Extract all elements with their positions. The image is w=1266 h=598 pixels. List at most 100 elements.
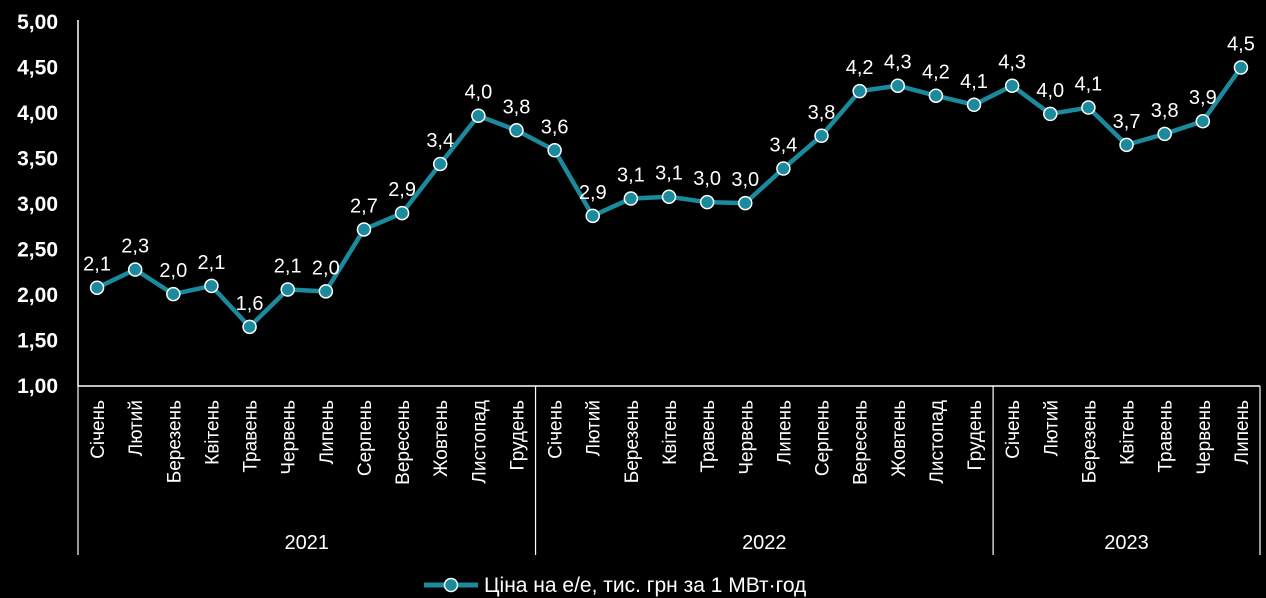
data-label: 2,1 bbox=[198, 252, 226, 274]
data-point-marker bbox=[776, 161, 791, 176]
x-tick-label: Березень bbox=[622, 400, 643, 483]
data-label: 4,2 bbox=[922, 62, 950, 84]
legend-label: Ціна на е/е, тис. грн за 1 МВт·год bbox=[484, 574, 806, 597]
data-label: 3,8 bbox=[1151, 100, 1179, 122]
y-tick-label: 5,00 bbox=[17, 11, 58, 34]
data-point-marker bbox=[585, 208, 600, 224]
data-label: 4,3 bbox=[998, 52, 1026, 74]
x-tick-label: Лютий bbox=[584, 400, 605, 456]
y-axis: 1,00 1,50 2,00 2,50 3,00 3,50 4,00 4,50 5,00 bbox=[17, 11, 79, 398]
data-point-marker bbox=[471, 108, 486, 123]
x-tick-label: Травень bbox=[241, 400, 262, 473]
data-point-marker bbox=[738, 195, 753, 211]
year-group-label: 2023 bbox=[1104, 532, 1149, 554]
data-label: 2,7 bbox=[350, 195, 378, 217]
data-label: 2,3 bbox=[121, 236, 149, 258]
data-label: 4,0 bbox=[1036, 80, 1064, 102]
y-tick-label: 4,00 bbox=[17, 102, 58, 125]
legend: Ціна на е/е, тис. грн за 1 МВт·год bbox=[424, 574, 806, 597]
x-tick-label: Жовтень bbox=[431, 400, 452, 477]
x-tick-label: Лютий bbox=[126, 400, 147, 456]
data-point-marker bbox=[966, 97, 982, 113]
data-label: 3,0 bbox=[693, 168, 721, 190]
data-label: 4,1 bbox=[1075, 74, 1103, 96]
x-tick-label: Листопад bbox=[927, 400, 948, 484]
x-tick-label: Вересень bbox=[851, 400, 872, 485]
x-tick-label: Серпень bbox=[813, 400, 834, 476]
data-point-marker bbox=[661, 189, 677, 204]
data-label: 2,9 bbox=[388, 179, 416, 201]
data-label: 3,4 bbox=[426, 130, 454, 152]
data-point-marker bbox=[318, 284, 334, 299]
data-label: 3,4 bbox=[769, 135, 797, 157]
data-label: 3,7 bbox=[1113, 111, 1141, 133]
x-tick-label: Квітень bbox=[660, 400, 681, 465]
y-tick-label: 3,50 bbox=[17, 148, 58, 171]
data-label: 4,3 bbox=[884, 52, 912, 74]
data-point-marker bbox=[852, 83, 867, 99]
x-tick-label: Жовтень bbox=[889, 400, 910, 477]
data-label: 4,0 bbox=[464, 82, 492, 104]
y-tick-label: 4,50 bbox=[17, 57, 58, 80]
data-label: 2,1 bbox=[83, 254, 111, 276]
x-tick-label: Червень bbox=[279, 400, 300, 475]
data-point-marker bbox=[394, 205, 410, 221]
data-label: 3,8 bbox=[503, 96, 531, 118]
x-tick-label: Червень bbox=[736, 400, 757, 475]
y-tick-label: 1,50 bbox=[17, 330, 58, 353]
x-tick-label: Серпень bbox=[355, 400, 376, 476]
data-point-marker bbox=[509, 123, 524, 138]
plot-area: 2,1 2,3 2,0 2,1 1,6 2,1 2,0 2,7 2,9 3,4 4,0 3,8 3,6 2… bbox=[83, 34, 1255, 335]
data-label: 4,2 bbox=[846, 57, 874, 79]
x-tick-label: Січень bbox=[546, 400, 567, 459]
x-tick-label: Липень bbox=[774, 400, 795, 464]
data-point-marker bbox=[1195, 113, 1211, 129]
x-tick-label: Червень bbox=[1194, 400, 1215, 475]
x-tick-label: Травень bbox=[698, 400, 719, 473]
data-point-marker bbox=[242, 319, 257, 335]
x-tick-label: Березень bbox=[1079, 400, 1100, 483]
data-label: 3,1 bbox=[655, 163, 683, 185]
legend-marker-swatch bbox=[443, 577, 459, 593]
data-point-marker bbox=[1004, 78, 1020, 93]
year-group-label: 2022 bbox=[742, 532, 787, 554]
x-tick-label: Лютий bbox=[1041, 400, 1062, 456]
x-tick-label: Липень bbox=[1232, 400, 1253, 464]
x-tick-label: Вересень bbox=[393, 400, 414, 485]
data-point-marker bbox=[1119, 137, 1134, 153]
data-point-marker bbox=[1043, 106, 1058, 122]
data-point-marker bbox=[166, 286, 181, 302]
data-point-marker bbox=[547, 143, 562, 158]
data-label: 3,9 bbox=[1189, 87, 1217, 109]
y-tick-label: 3,00 bbox=[17, 193, 58, 216]
data-label: 2,0 bbox=[159, 260, 187, 282]
data-point-marker bbox=[1157, 126, 1172, 142]
data-label: 2,9 bbox=[579, 182, 607, 204]
data-label: 3,6 bbox=[541, 116, 569, 138]
data-point-marker bbox=[623, 191, 639, 206]
x-tick-label: Грудень bbox=[507, 400, 528, 471]
data-point-marker bbox=[814, 128, 829, 143]
data-point-marker bbox=[890, 78, 906, 93]
x-tick-label: Листопад bbox=[469, 400, 490, 484]
x-tick-label: Січень bbox=[1003, 400, 1024, 459]
data-point-marker bbox=[127, 262, 143, 277]
y-tick-label: 2,00 bbox=[17, 284, 58, 307]
x-tick-label: Січень bbox=[88, 400, 109, 459]
data-point-marker bbox=[432, 156, 448, 172]
data-point-marker bbox=[89, 280, 105, 295]
data-point-marker bbox=[699, 194, 715, 210]
data-point-marker bbox=[928, 88, 944, 103]
x-axis: Січень Лютий Березень Квітень Травень Червень… bbox=[77, 385, 1261, 555]
data-point-marker bbox=[280, 282, 295, 297]
data-label: 1,6 bbox=[236, 293, 264, 315]
x-tick-label: Березень bbox=[164, 400, 185, 483]
x-tick-label: Квітень bbox=[1118, 400, 1139, 465]
x-tick-label: Липень bbox=[317, 400, 338, 464]
year-group-label: 2021 bbox=[285, 532, 330, 554]
x-tick-label: Травень bbox=[1156, 400, 1177, 473]
data-point-marker bbox=[1081, 100, 1096, 115]
y-tick-label: 2,50 bbox=[17, 239, 58, 262]
data-label: 3,1 bbox=[617, 165, 645, 187]
